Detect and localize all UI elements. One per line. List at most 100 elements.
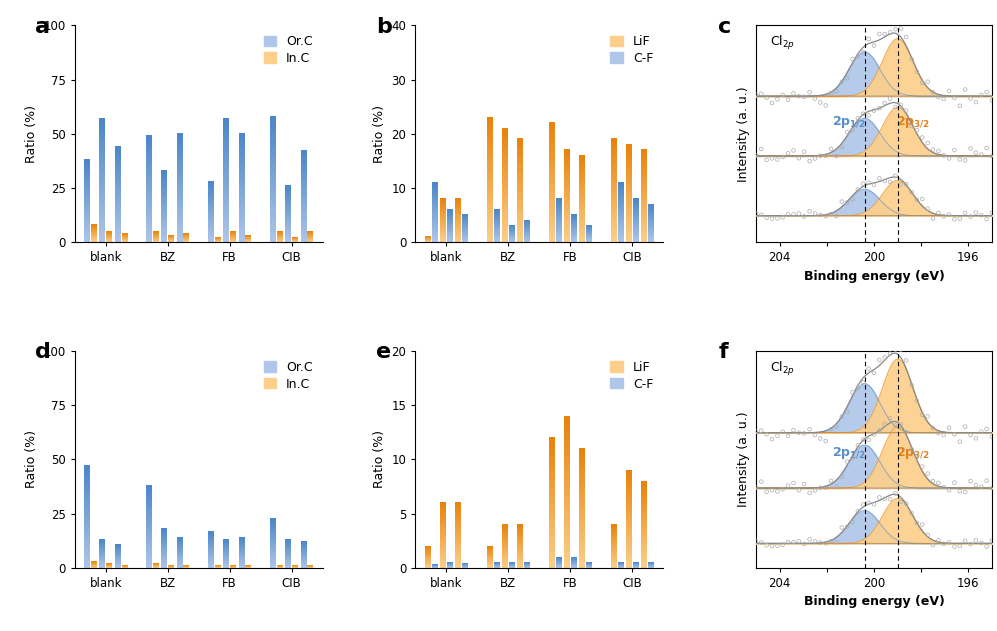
Point	[887, 488, 903, 498]
Text: f: f	[718, 342, 728, 362]
Point	[813, 151, 829, 161]
Point	[829, 481, 844, 492]
Text: a: a	[35, 16, 50, 37]
X-axis label: Binding energy (eV): Binding energy (eV)	[804, 270, 944, 283]
Point	[984, 95, 997, 105]
Point	[919, 530, 935, 540]
Point	[882, 27, 898, 37]
Point	[813, 97, 829, 107]
Text: $\mathbf{2p_{3/2}}$: $\mathbf{2p_{3/2}}$	[895, 115, 930, 131]
Point	[849, 51, 865, 61]
Point	[775, 540, 791, 550]
Point	[748, 209, 764, 219]
Point	[968, 535, 984, 545]
Point	[807, 153, 823, 163]
Point	[764, 485, 780, 495]
Point	[781, 148, 797, 158]
Point	[919, 204, 935, 214]
Point	[824, 476, 839, 486]
Point	[802, 488, 818, 498]
Point	[876, 419, 892, 429]
Point	[866, 105, 882, 115]
Text: $\mathbf{2p_{3/2}}$: $\mathbf{2p_{3/2}}$	[895, 445, 930, 461]
Point	[754, 210, 770, 220]
Point	[754, 425, 770, 435]
Point	[946, 478, 962, 488]
Point	[968, 480, 984, 490]
Point	[802, 206, 818, 216]
Point	[887, 102, 903, 112]
Point	[860, 435, 876, 445]
Point	[984, 432, 997, 442]
Point	[903, 187, 919, 197]
Point	[860, 110, 876, 121]
Point	[962, 539, 978, 549]
Point	[914, 461, 930, 471]
Point	[866, 180, 882, 190]
Point	[781, 431, 797, 441]
Point	[855, 109, 871, 119]
Point	[979, 214, 995, 224]
Point	[909, 67, 925, 77]
Point	[759, 487, 775, 497]
Point	[818, 100, 833, 110]
Point	[849, 506, 865, 516]
Point	[925, 88, 941, 98]
Point	[829, 422, 844, 432]
Point	[759, 213, 775, 223]
Point	[957, 536, 973, 546]
Point	[818, 538, 833, 548]
Point	[824, 536, 839, 546]
Point	[887, 345, 903, 355]
Point	[919, 76, 935, 86]
Point	[759, 429, 775, 439]
Point	[968, 433, 984, 444]
Point	[898, 105, 914, 115]
Text: $\mathbf{2p_{1/2}}$: $\mathbf{2p_{1/2}}$	[832, 445, 866, 461]
Point	[797, 479, 813, 489]
Point	[871, 425, 887, 435]
Y-axis label: Ratio (%): Ratio (%)	[373, 430, 386, 488]
Point	[839, 127, 855, 137]
Point	[770, 94, 786, 104]
Point	[754, 538, 770, 548]
Point	[887, 421, 903, 431]
Point	[775, 152, 791, 162]
Point	[957, 85, 973, 95]
Point	[813, 210, 829, 220]
Y-axis label: Ratio (%): Ratio (%)	[25, 430, 38, 488]
Point	[807, 93, 823, 103]
Point	[764, 434, 780, 444]
Point	[957, 487, 973, 497]
Y-axis label: Ratio (%): Ratio (%)	[373, 105, 386, 163]
Point	[952, 541, 968, 551]
Point	[824, 209, 839, 219]
Point	[802, 87, 818, 97]
Point	[786, 145, 802, 155]
Point	[786, 478, 802, 488]
Point	[748, 90, 764, 100]
Point	[941, 423, 957, 433]
Point	[807, 536, 823, 546]
Point	[813, 433, 829, 444]
X-axis label: Binding energy (eV): Binding energy (eV)	[804, 596, 944, 608]
Point	[748, 536, 764, 546]
Point	[871, 492, 887, 502]
Point	[860, 178, 876, 188]
Point	[833, 522, 849, 533]
Point	[770, 487, 786, 497]
Point	[925, 144, 941, 155]
Point	[754, 144, 770, 154]
Point	[844, 54, 860, 64]
Point	[855, 500, 871, 510]
Point	[813, 538, 829, 548]
Point	[791, 485, 807, 495]
Point	[925, 213, 941, 223]
Point	[829, 86, 844, 97]
Point	[952, 101, 968, 111]
Point	[893, 23, 909, 33]
Point	[860, 498, 876, 508]
Point	[898, 355, 914, 365]
Point	[898, 179, 914, 189]
Point	[824, 424, 839, 434]
